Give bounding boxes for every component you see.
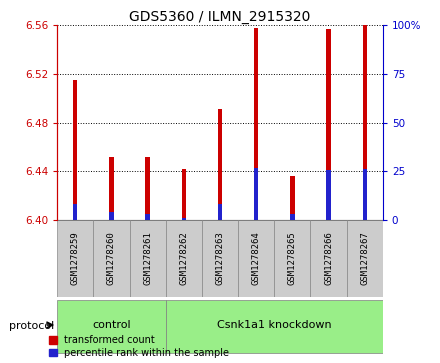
Text: GSM1278263: GSM1278263 — [216, 232, 224, 285]
Text: GSM1278261: GSM1278261 — [143, 232, 152, 285]
Bar — [311, 220, 347, 297]
Bar — [363, 169, 367, 220]
Text: GSM1278267: GSM1278267 — [360, 232, 369, 285]
Bar — [326, 29, 331, 220]
Text: GSM1278260: GSM1278260 — [107, 232, 116, 285]
Bar — [73, 80, 77, 220]
Bar — [363, 25, 367, 220]
Bar — [73, 204, 77, 220]
Bar — [202, 220, 238, 297]
Bar — [182, 218, 186, 220]
Bar — [347, 220, 383, 297]
Bar — [218, 204, 222, 220]
Bar — [218, 109, 222, 220]
Text: Csnk1a1 knockdown: Csnk1a1 knockdown — [217, 320, 332, 330]
Text: GSM1278259: GSM1278259 — [71, 232, 80, 285]
Bar — [109, 212, 114, 220]
Bar — [238, 220, 274, 297]
Bar — [166, 299, 383, 353]
Bar — [290, 214, 294, 220]
Text: GSM1278262: GSM1278262 — [180, 232, 188, 285]
Text: GSM1278264: GSM1278264 — [252, 232, 260, 285]
Bar — [129, 220, 166, 297]
Bar — [290, 176, 294, 220]
Bar — [57, 220, 93, 297]
Text: control: control — [92, 320, 131, 330]
Bar — [254, 28, 258, 220]
Text: GSM1278265: GSM1278265 — [288, 232, 297, 285]
Bar — [182, 169, 186, 220]
Text: protocol: protocol — [9, 321, 54, 331]
Bar — [254, 168, 258, 220]
Bar — [93, 220, 129, 297]
Bar — [326, 170, 331, 220]
Bar — [57, 299, 166, 353]
Bar — [146, 214, 150, 220]
Bar — [109, 157, 114, 220]
Title: GDS5360 / ILMN_2915320: GDS5360 / ILMN_2915320 — [129, 11, 311, 24]
Legend: transformed count, percentile rank within the sample: transformed count, percentile rank withi… — [49, 335, 229, 358]
Bar — [146, 157, 150, 220]
Bar — [166, 220, 202, 297]
Bar — [274, 220, 311, 297]
Text: GSM1278266: GSM1278266 — [324, 232, 333, 285]
